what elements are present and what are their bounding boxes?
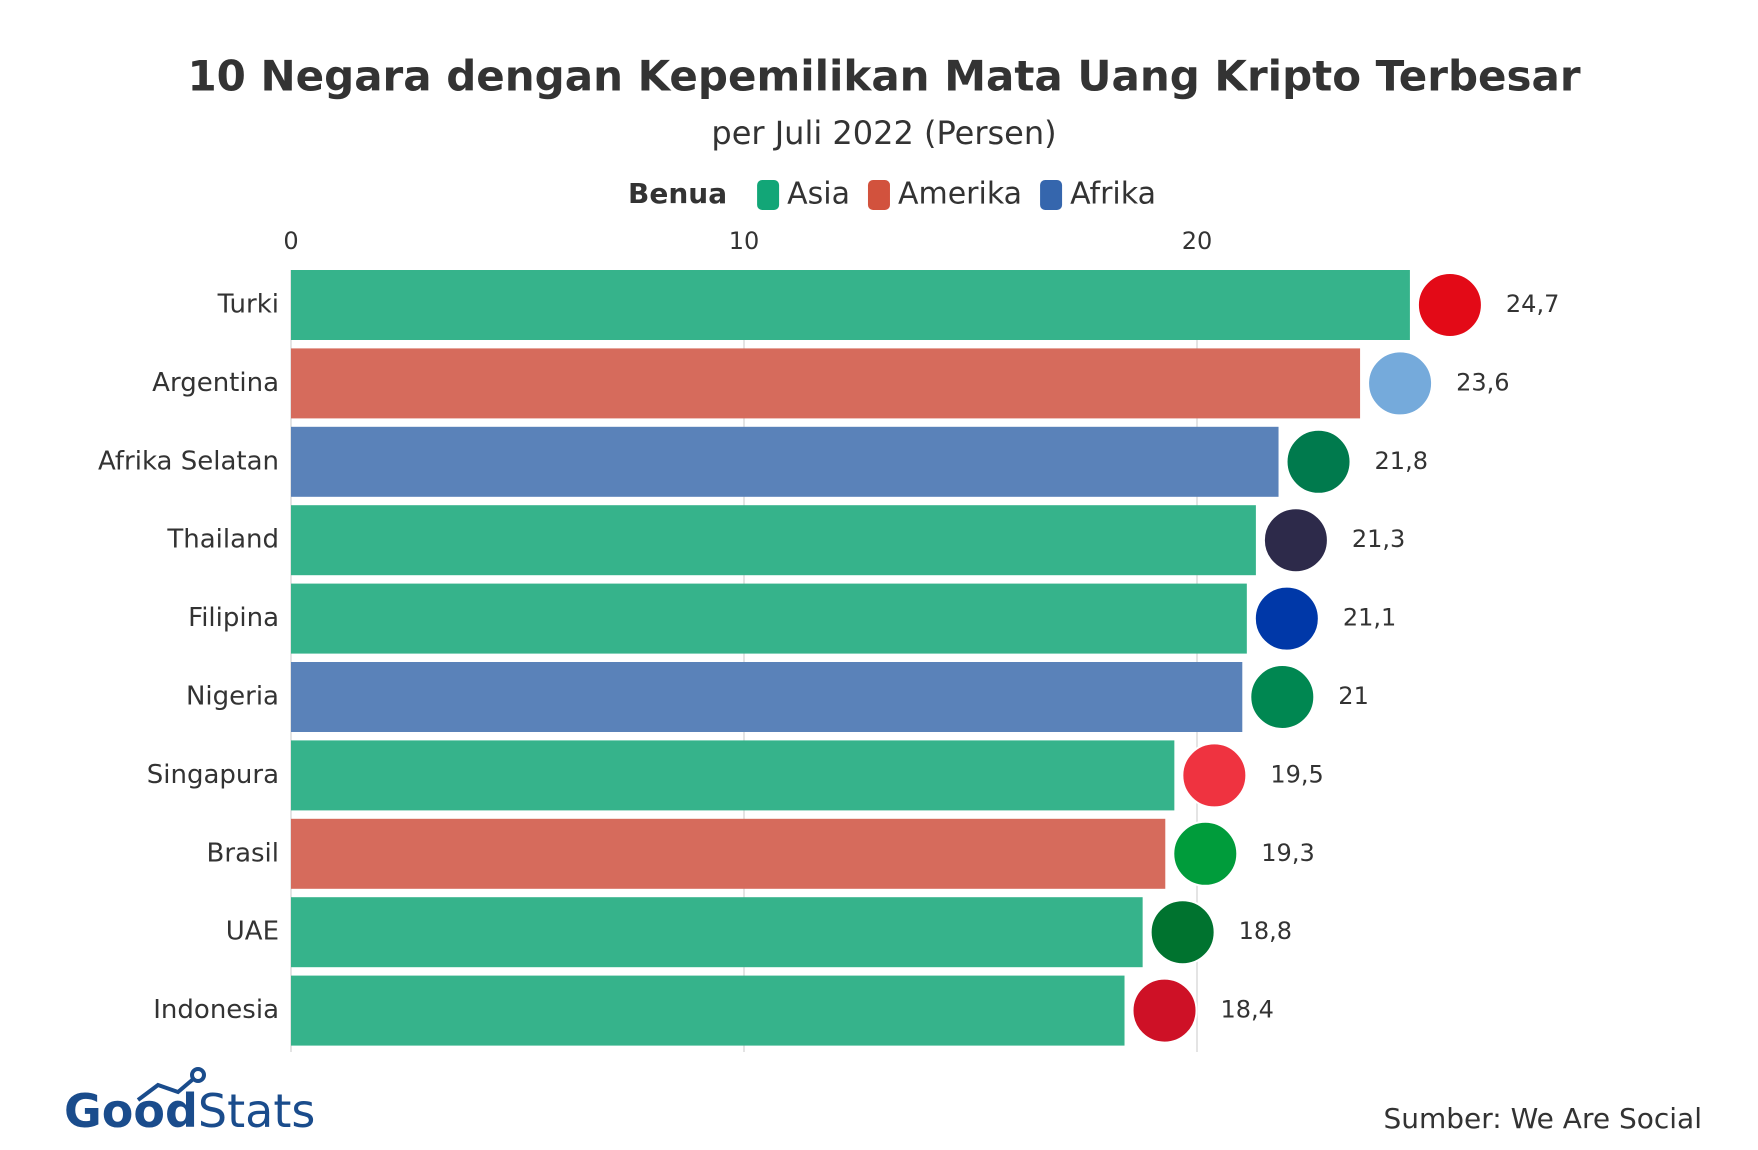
chart-subtitle: per Juli 2022 (Persen) bbox=[711, 114, 1056, 152]
flag bbox=[1149, 899, 1216, 966]
flag bbox=[1285, 428, 1352, 495]
bar bbox=[291, 975, 1125, 1046]
chart-title: 10 Negara dengan Kepemilikan Mata Uang K… bbox=[187, 52, 1580, 101]
y-tick-label: Singapura bbox=[147, 760, 279, 790]
logo: GoodStats bbox=[64, 1067, 315, 1138]
flag bbox=[1367, 350, 1434, 417]
y-tick-label: Thailand bbox=[166, 525, 279, 555]
y-tick-label: Turki bbox=[217, 290, 279, 320]
logo-icon bbox=[190, 1067, 206, 1083]
x-tick-label: 20 bbox=[1182, 227, 1213, 255]
logo-icon bbox=[136, 1073, 200, 1102]
bar bbox=[291, 740, 1175, 811]
flag bbox=[1172, 820, 1239, 887]
bar bbox=[291, 270, 1410, 340]
legend-swatch bbox=[757, 180, 780, 210]
value-label: 24,7 bbox=[1506, 290, 1559, 318]
flag bbox=[1181, 742, 1248, 809]
legend-label: Afrika bbox=[1070, 177, 1156, 212]
x-tick-label: 10 bbox=[729, 227, 760, 255]
bar bbox=[291, 426, 1279, 497]
bar bbox=[291, 818, 1166, 889]
legend-title: Benua bbox=[628, 177, 727, 210]
value-label: 21,3 bbox=[1352, 525, 1405, 553]
flag bbox=[1131, 977, 1198, 1044]
plot: 0 10 20 Turki 24,7 Argentina 23,6 Afrika Selata… bbox=[98, 227, 1559, 1052]
legend-swatch bbox=[867, 180, 890, 210]
bar bbox=[291, 505, 1256, 576]
source: Sumber: We Are Social bbox=[1383, 1102, 1702, 1135]
x-tick-label: 0 bbox=[283, 227, 298, 255]
flag bbox=[1253, 585, 1320, 652]
y-tick-label: Argentina bbox=[152, 368, 279, 398]
value-label: 19,5 bbox=[1270, 760, 1323, 788]
bar bbox=[291, 583, 1247, 654]
value-label: 19,3 bbox=[1261, 839, 1314, 867]
bar bbox=[291, 897, 1143, 968]
value-label: 23,6 bbox=[1456, 368, 1509, 396]
flag bbox=[1262, 507, 1329, 574]
value-label: 18,4 bbox=[1221, 996, 1274, 1024]
y-tick-label: Nigeria bbox=[186, 682, 279, 712]
y-tick-label: Indonesia bbox=[153, 995, 279, 1025]
y-tick-label: UAE bbox=[226, 917, 279, 947]
legend-swatch bbox=[1040, 180, 1063, 210]
flag bbox=[1249, 664, 1316, 730]
logo-part: Stats bbox=[198, 1084, 315, 1138]
bar bbox=[291, 662, 1243, 732]
value-label: 18,8 bbox=[1239, 917, 1292, 945]
legend-label: Asia bbox=[787, 177, 850, 212]
y-tick-label: Brasil bbox=[207, 838, 279, 868]
value-label: 21,8 bbox=[1375, 447, 1428, 475]
y-tick-label: Afrika Selatan bbox=[98, 446, 279, 476]
flag bbox=[1416, 272, 1483, 338]
legend-label: Amerika bbox=[898, 177, 1022, 212]
value-label: 21,1 bbox=[1343, 604, 1396, 632]
logo-text: GoodStats bbox=[64, 1084, 315, 1138]
logo-part: Good bbox=[64, 1084, 198, 1138]
bar bbox=[291, 348, 1361, 419]
legend: Benua Asia Amerika Afrika bbox=[628, 177, 1156, 212]
y-tick-label: Filipina bbox=[188, 603, 279, 633]
value-label: 21 bbox=[1338, 682, 1369, 710]
